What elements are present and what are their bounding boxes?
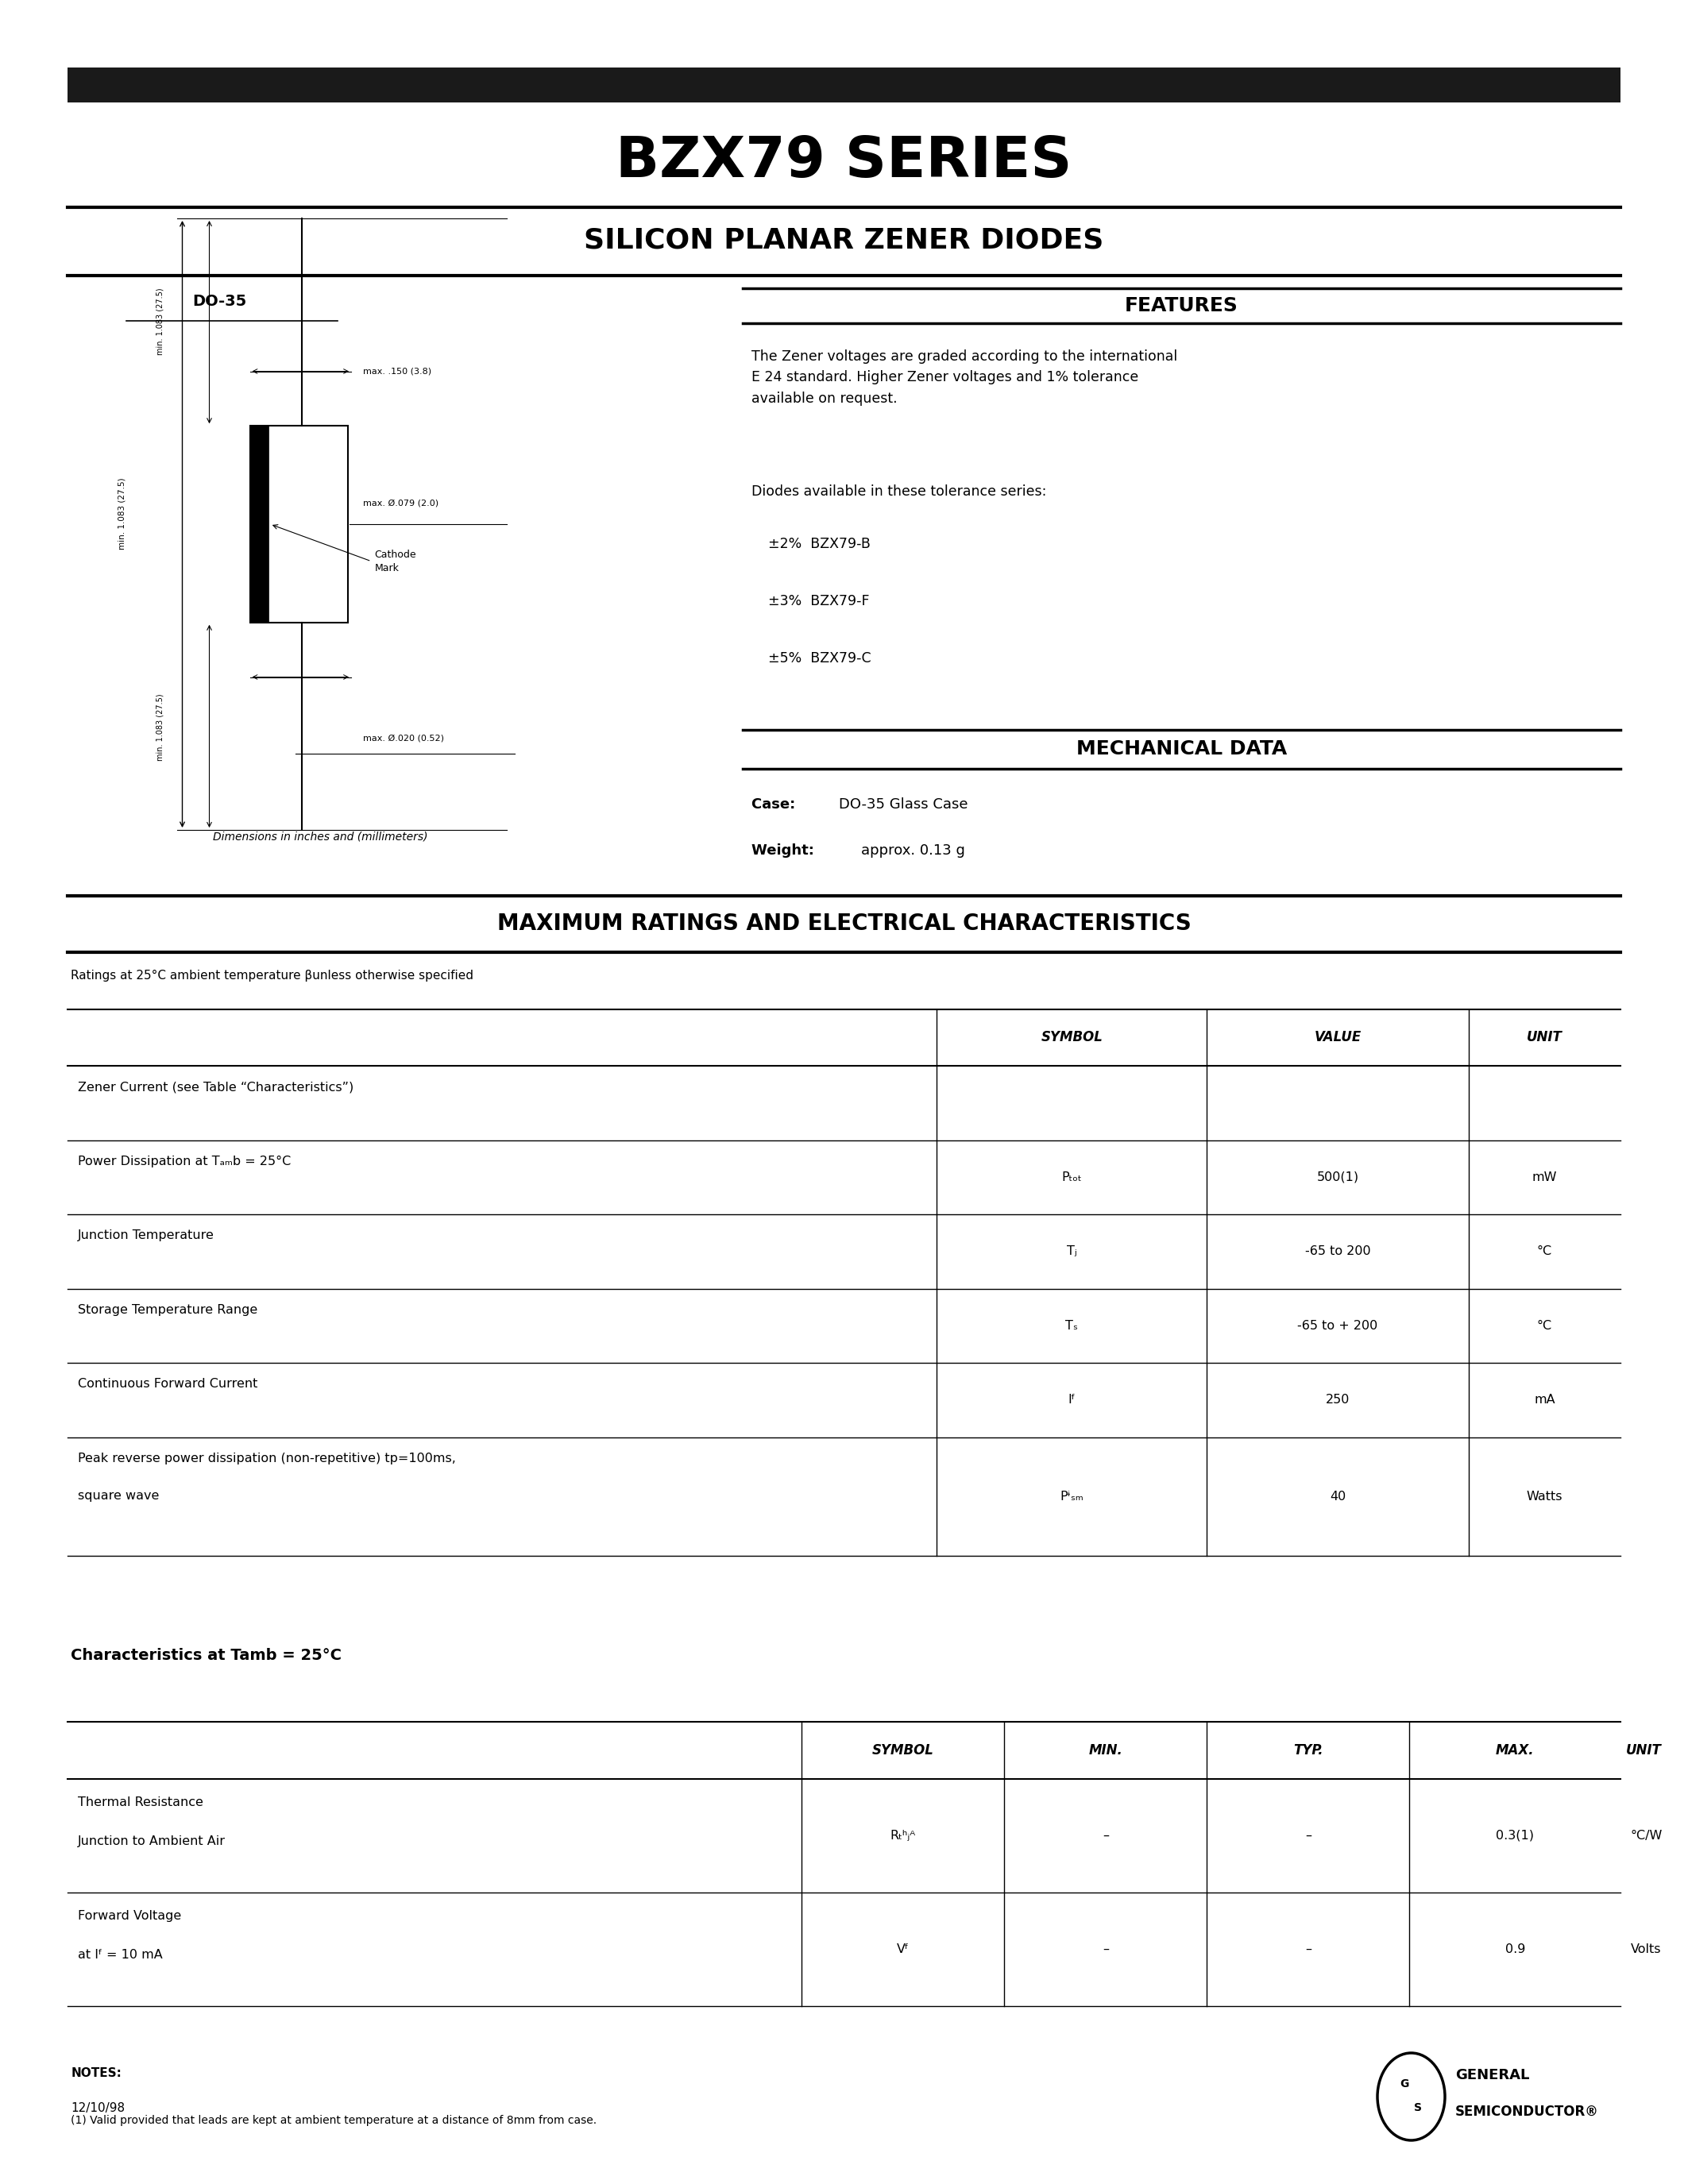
- Bar: [250, 426, 268, 622]
- Text: MAX.: MAX.: [1496, 1743, 1534, 1758]
- Text: Zener Current (see Table “Characteristics”): Zener Current (see Table “Characteristic…: [78, 1081, 353, 1092]
- Text: DO-35: DO-35: [192, 295, 246, 308]
- Text: –: –: [1305, 1944, 1312, 1955]
- Text: Characteristics at Tamb = 25°C: Characteristics at Tamb = 25°C: [71, 1647, 341, 1662]
- Text: GENERAL: GENERAL: [1455, 2068, 1529, 2081]
- Text: VALUE: VALUE: [1315, 1031, 1361, 1044]
- Text: Dimensions in inches and (millimeters): Dimensions in inches and (millimeters): [213, 830, 429, 843]
- Text: –: –: [1102, 1830, 1109, 1841]
- Text: G: G: [1399, 2077, 1409, 2090]
- Text: 500(1): 500(1): [1317, 1171, 1359, 1184]
- Text: The Zener voltages are graded according to the international
E 24 standard. High: The Zener voltages are graded according …: [751, 349, 1177, 406]
- Text: max. .150 (3.8): max. .150 (3.8): [363, 367, 432, 376]
- Text: °C: °C: [1536, 1245, 1553, 1258]
- Text: mA: mA: [1534, 1393, 1555, 1406]
- Text: ±2%  BZX79-B: ±2% BZX79-B: [768, 537, 871, 553]
- Text: UNIT: UNIT: [1626, 1743, 1661, 1758]
- Text: MIN.: MIN.: [1089, 1743, 1123, 1758]
- Text: min. 1.083 (27.5): min. 1.083 (27.5): [157, 288, 164, 354]
- Text: Iᶠ: Iᶠ: [1069, 1393, 1075, 1406]
- Text: mW: mW: [1533, 1171, 1556, 1184]
- Text: 12/10/98: 12/10/98: [71, 2103, 125, 2114]
- Text: Junction to Ambient Air: Junction to Ambient Air: [78, 1835, 226, 1848]
- Text: Ratings at 25°C ambient temperature βunless otherwise specified: Ratings at 25°C ambient temperature βunl…: [71, 970, 474, 981]
- Text: Storage Temperature Range: Storage Temperature Range: [78, 1304, 257, 1315]
- Text: min. 1.083 (27.5): min. 1.083 (27.5): [118, 478, 125, 548]
- Text: Tₛ: Tₛ: [1065, 1319, 1079, 1332]
- Text: square wave: square wave: [78, 1489, 159, 1500]
- Text: °C/W: °C/W: [1631, 1830, 1663, 1841]
- Text: Pₜₒₜ: Pₜₒₜ: [1062, 1171, 1082, 1184]
- Text: –: –: [1102, 1944, 1109, 1955]
- Text: Cathode
Mark: Cathode Mark: [375, 550, 417, 572]
- Text: max. Ø.020 (0.52): max. Ø.020 (0.52): [363, 734, 444, 743]
- Text: (1) Valid provided that leads are kept at ambient temperature at a distance of 8: (1) Valid provided that leads are kept a…: [71, 2114, 598, 2125]
- Text: Forward Voltage: Forward Voltage: [78, 1909, 181, 1922]
- Text: UNIT: UNIT: [1526, 1031, 1563, 1044]
- Text: Continuous Forward Current: Continuous Forward Current: [78, 1378, 258, 1389]
- Text: TYP.: TYP.: [1293, 1743, 1323, 1758]
- Text: max. Ø.079 (2.0): max. Ø.079 (2.0): [363, 498, 439, 507]
- Text: S: S: [1415, 2101, 1421, 2114]
- Text: Diodes available in these tolerance series:: Diodes available in these tolerance seri…: [751, 485, 1047, 500]
- Text: FEATURES: FEATURES: [1124, 297, 1239, 314]
- Text: SYMBOL: SYMBOL: [873, 1743, 933, 1758]
- Text: Rₜʰⱼᴬ: Rₜʰⱼᴬ: [890, 1830, 917, 1841]
- Text: -65 to + 200: -65 to + 200: [1298, 1319, 1377, 1332]
- Text: MAXIMUM RATINGS AND ELECTRICAL CHARACTERISTICS: MAXIMUM RATINGS AND ELECTRICAL CHARACTER…: [496, 913, 1192, 935]
- Text: min. 1.083 (27.5): min. 1.083 (27.5): [157, 695, 164, 760]
- Text: ±5%  BZX79-C: ±5% BZX79-C: [768, 651, 871, 666]
- Bar: [250, 426, 348, 622]
- Text: Vᶠ: Vᶠ: [896, 1944, 910, 1955]
- Text: SILICON PLANAR ZENER DIODES: SILICON PLANAR ZENER DIODES: [584, 227, 1104, 253]
- Text: 0.9: 0.9: [1506, 1944, 1524, 1955]
- Text: -65 to 200: -65 to 200: [1305, 1245, 1371, 1258]
- Text: SEMICONDUCTOR®: SEMICONDUCTOR®: [1455, 2105, 1599, 2118]
- Text: DO-35 Glass Case: DO-35 Glass Case: [839, 797, 967, 812]
- Text: Weight:: Weight:: [751, 843, 819, 858]
- Text: 0.3(1): 0.3(1): [1496, 1830, 1534, 1841]
- Text: Thermal Resistance: Thermal Resistance: [78, 1795, 203, 1808]
- Text: 40: 40: [1330, 1489, 1345, 1503]
- Bar: [68, 68, 1620, 103]
- Text: –: –: [1305, 1830, 1312, 1841]
- Text: MECHANICAL DATA: MECHANICAL DATA: [1077, 740, 1286, 758]
- Text: Power Dissipation at Tₐₘb = 25°C: Power Dissipation at Tₐₘb = 25°C: [78, 1155, 290, 1166]
- Text: Pᶤₛₘ: Pᶤₛₘ: [1060, 1489, 1084, 1503]
- Text: approx. 0.13 g: approx. 0.13 g: [861, 843, 966, 858]
- Text: Junction Temperature: Junction Temperature: [78, 1230, 214, 1241]
- Text: BZX79 SERIES: BZX79 SERIES: [616, 133, 1072, 190]
- Text: Watts: Watts: [1526, 1489, 1563, 1503]
- Text: at Iᶠ = 10 mA: at Iᶠ = 10 mA: [78, 1948, 162, 1961]
- Text: NOTES:: NOTES:: [71, 2066, 122, 2079]
- Text: °C: °C: [1536, 1319, 1553, 1332]
- Text: SYMBOL: SYMBOL: [1041, 1031, 1102, 1044]
- Text: ±3%  BZX79-F: ±3% BZX79-F: [768, 594, 869, 609]
- Text: Peak reverse power dissipation (non-repetitive) tp=100ms,: Peak reverse power dissipation (non-repe…: [78, 1452, 456, 1463]
- Text: Tⱼ: Tⱼ: [1067, 1245, 1077, 1258]
- Text: Volts: Volts: [1631, 1944, 1661, 1955]
- Text: 250: 250: [1325, 1393, 1350, 1406]
- Text: Case:: Case:: [751, 797, 800, 812]
